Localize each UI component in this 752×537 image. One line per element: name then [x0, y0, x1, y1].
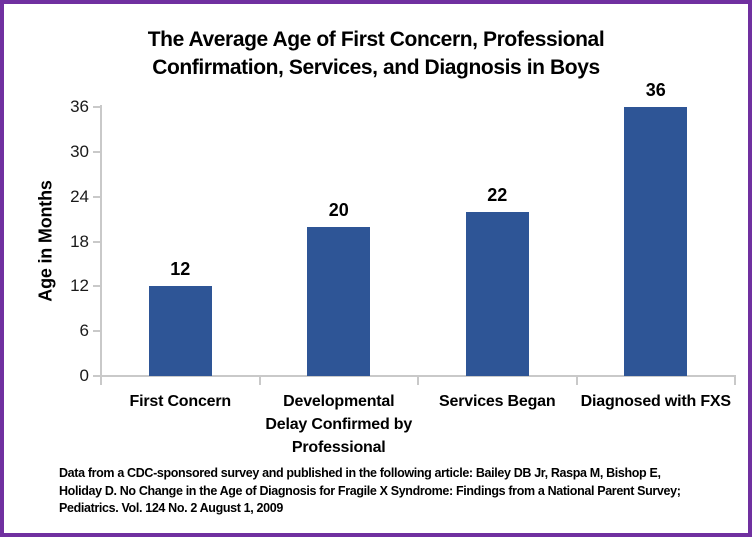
bar-value-label: 12: [170, 259, 191, 280]
y-tick-mark: [93, 195, 100, 198]
bar-value-label: 22: [487, 184, 508, 205]
y-tick-label: 24: [70, 186, 89, 206]
bar: [148, 286, 212, 376]
y-tick-mark: [93, 240, 100, 243]
source-note-line-2: Holiday D. No Change in the Age of Diagn…: [59, 483, 681, 498]
category-boundary-tick: [734, 376, 736, 385]
x-category-label-line: Professional: [291, 439, 386, 456]
bar-value-label: 20: [328, 199, 349, 220]
source-note-line-1: Data from a CDC-sponsored survey and pub…: [59, 466, 661, 480]
x-category-label: First Concern: [100, 390, 260, 413]
y-tick-label: 36: [70, 97, 89, 116]
y-tick-label: 30: [70, 141, 89, 161]
category-boundary-tick: [258, 376, 261, 385]
y-tick-mark: [93, 150, 100, 153]
x-category-label-line: Diagnosed with FXS: [580, 393, 731, 410]
source-note: Data from a CDC-sponsored survey and pub…: [59, 465, 748, 518]
category-boundary-tick: [100, 376, 102, 385]
chart-title: The Average Age of First Concern, Profes…: [4, 26, 748, 82]
x-category-label-line: First Concern: [129, 393, 232, 410]
y-tick-mark: [93, 285, 100, 288]
x-category-label: Developmental Delay Confirmed by Professio…: [259, 390, 419, 459]
y-tick-label: 0: [79, 366, 89, 385]
y-tick-label: 6: [79, 321, 89, 341]
x-category-label-line: Developmental: [283, 393, 395, 410]
bar-value-label: 36: [645, 80, 666, 100]
plot-area: 0 6 12 18 24 30 36 12 First Concern 20 Development…: [70, 80, 736, 456]
x-category-label: Diagnosed with FXS: [576, 390, 736, 413]
x-category-label: Services Began: [417, 390, 577, 413]
category-boundary-tick: [575, 376, 578, 385]
category-boundary-tick: [417, 376, 419, 385]
y-axis-line: [100, 105, 102, 376]
y-tick-mark: [93, 106, 100, 108]
bar: [307, 226, 371, 376]
y-tick-label: 12: [70, 276, 89, 296]
chart-title-line-2: Confirmation, Services, and Diagnosis in…: [152, 56, 600, 79]
y-tick-mark: [93, 375, 100, 377]
bar: [624, 107, 688, 376]
chart-title-line-1: The Average Age of First Concern, Profes…: [147, 28, 605, 51]
x-category-label-line: Services Began: [439, 393, 556, 410]
source-note-line-3: Pediatrics. Vol. 124 No. 2 August 1, 200…: [59, 501, 283, 515]
y-tick-mark: [93, 330, 100, 333]
x-category-label-line: Delay Confirmed by: [265, 416, 413, 433]
bar: [465, 211, 529, 376]
y-tick-label: 18: [70, 231, 89, 251]
